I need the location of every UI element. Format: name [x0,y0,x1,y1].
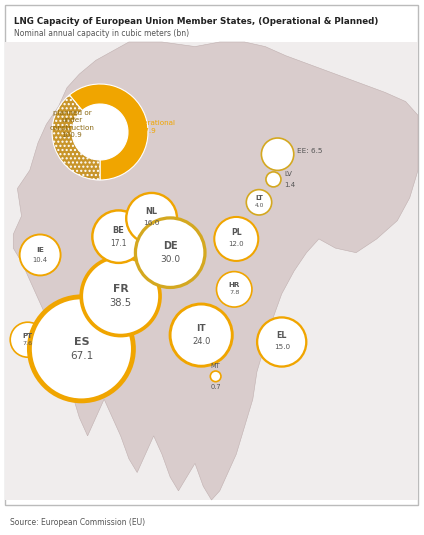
Text: FR: FR [113,284,128,294]
Circle shape [261,138,294,170]
FancyBboxPatch shape [5,5,418,505]
Circle shape [126,193,177,244]
FancyBboxPatch shape [5,42,418,500]
Text: 0.7: 0.7 [210,384,221,389]
Circle shape [29,297,134,401]
Text: 4.0: 4.0 [254,203,264,208]
Circle shape [214,217,258,261]
Text: planned or
under
construction
100.9: planned or under construction 100.9 [50,110,95,138]
Text: 16.0: 16.0 [143,220,160,226]
Text: 7.6: 7.6 [22,341,33,346]
Text: MT: MT [211,363,220,369]
Text: 67.1: 67.1 [70,351,93,361]
Wedge shape [52,95,100,180]
Text: operational
157.9: operational 157.9 [135,120,176,134]
Wedge shape [70,84,148,180]
Text: 24.0: 24.0 [192,337,210,346]
Text: BE: BE [113,226,125,235]
Text: 1.4: 1.4 [284,182,295,188]
Text: IT: IT [196,324,206,333]
Text: LNG Capacity of European Union Member States, (Operational & Planned): LNG Capacity of European Union Member St… [14,17,378,26]
Text: 12.0: 12.0 [229,241,244,247]
Text: Source: European Commission (EU): Source: European Commission (EU) [10,518,145,527]
Text: 30.0: 30.0 [160,255,180,264]
Circle shape [266,172,281,187]
Text: 10.4: 10.4 [33,257,47,263]
Text: EL: EL [276,331,287,340]
Circle shape [92,210,145,263]
Text: NL: NL [145,208,158,216]
Circle shape [20,234,61,276]
Text: EE: 6.5: EE: 6.5 [297,148,322,154]
Circle shape [10,322,45,357]
Text: LT: LT [255,195,263,201]
Text: DE: DE [163,241,178,251]
Text: 7.8: 7.8 [229,291,240,295]
Circle shape [135,218,205,287]
Text: LV: LV [284,171,292,178]
Text: Nominal annual capacity in cubic meters (bn): Nominal annual capacity in cubic meters … [14,29,189,38]
Text: PL: PL [231,228,242,237]
Circle shape [81,257,160,335]
Circle shape [170,304,232,366]
Text: ES: ES [74,337,89,347]
Text: PT: PT [22,333,33,339]
Polygon shape [13,42,418,500]
Circle shape [217,272,252,307]
Circle shape [257,317,306,366]
Text: 15.0: 15.0 [273,344,290,350]
Circle shape [210,371,221,381]
Text: 17.1: 17.1 [110,239,127,248]
Circle shape [246,189,272,215]
Text: IE: IE [36,247,44,253]
Circle shape [72,104,128,160]
Text: 38.5: 38.5 [109,298,132,308]
Text: HR: HR [229,282,240,288]
